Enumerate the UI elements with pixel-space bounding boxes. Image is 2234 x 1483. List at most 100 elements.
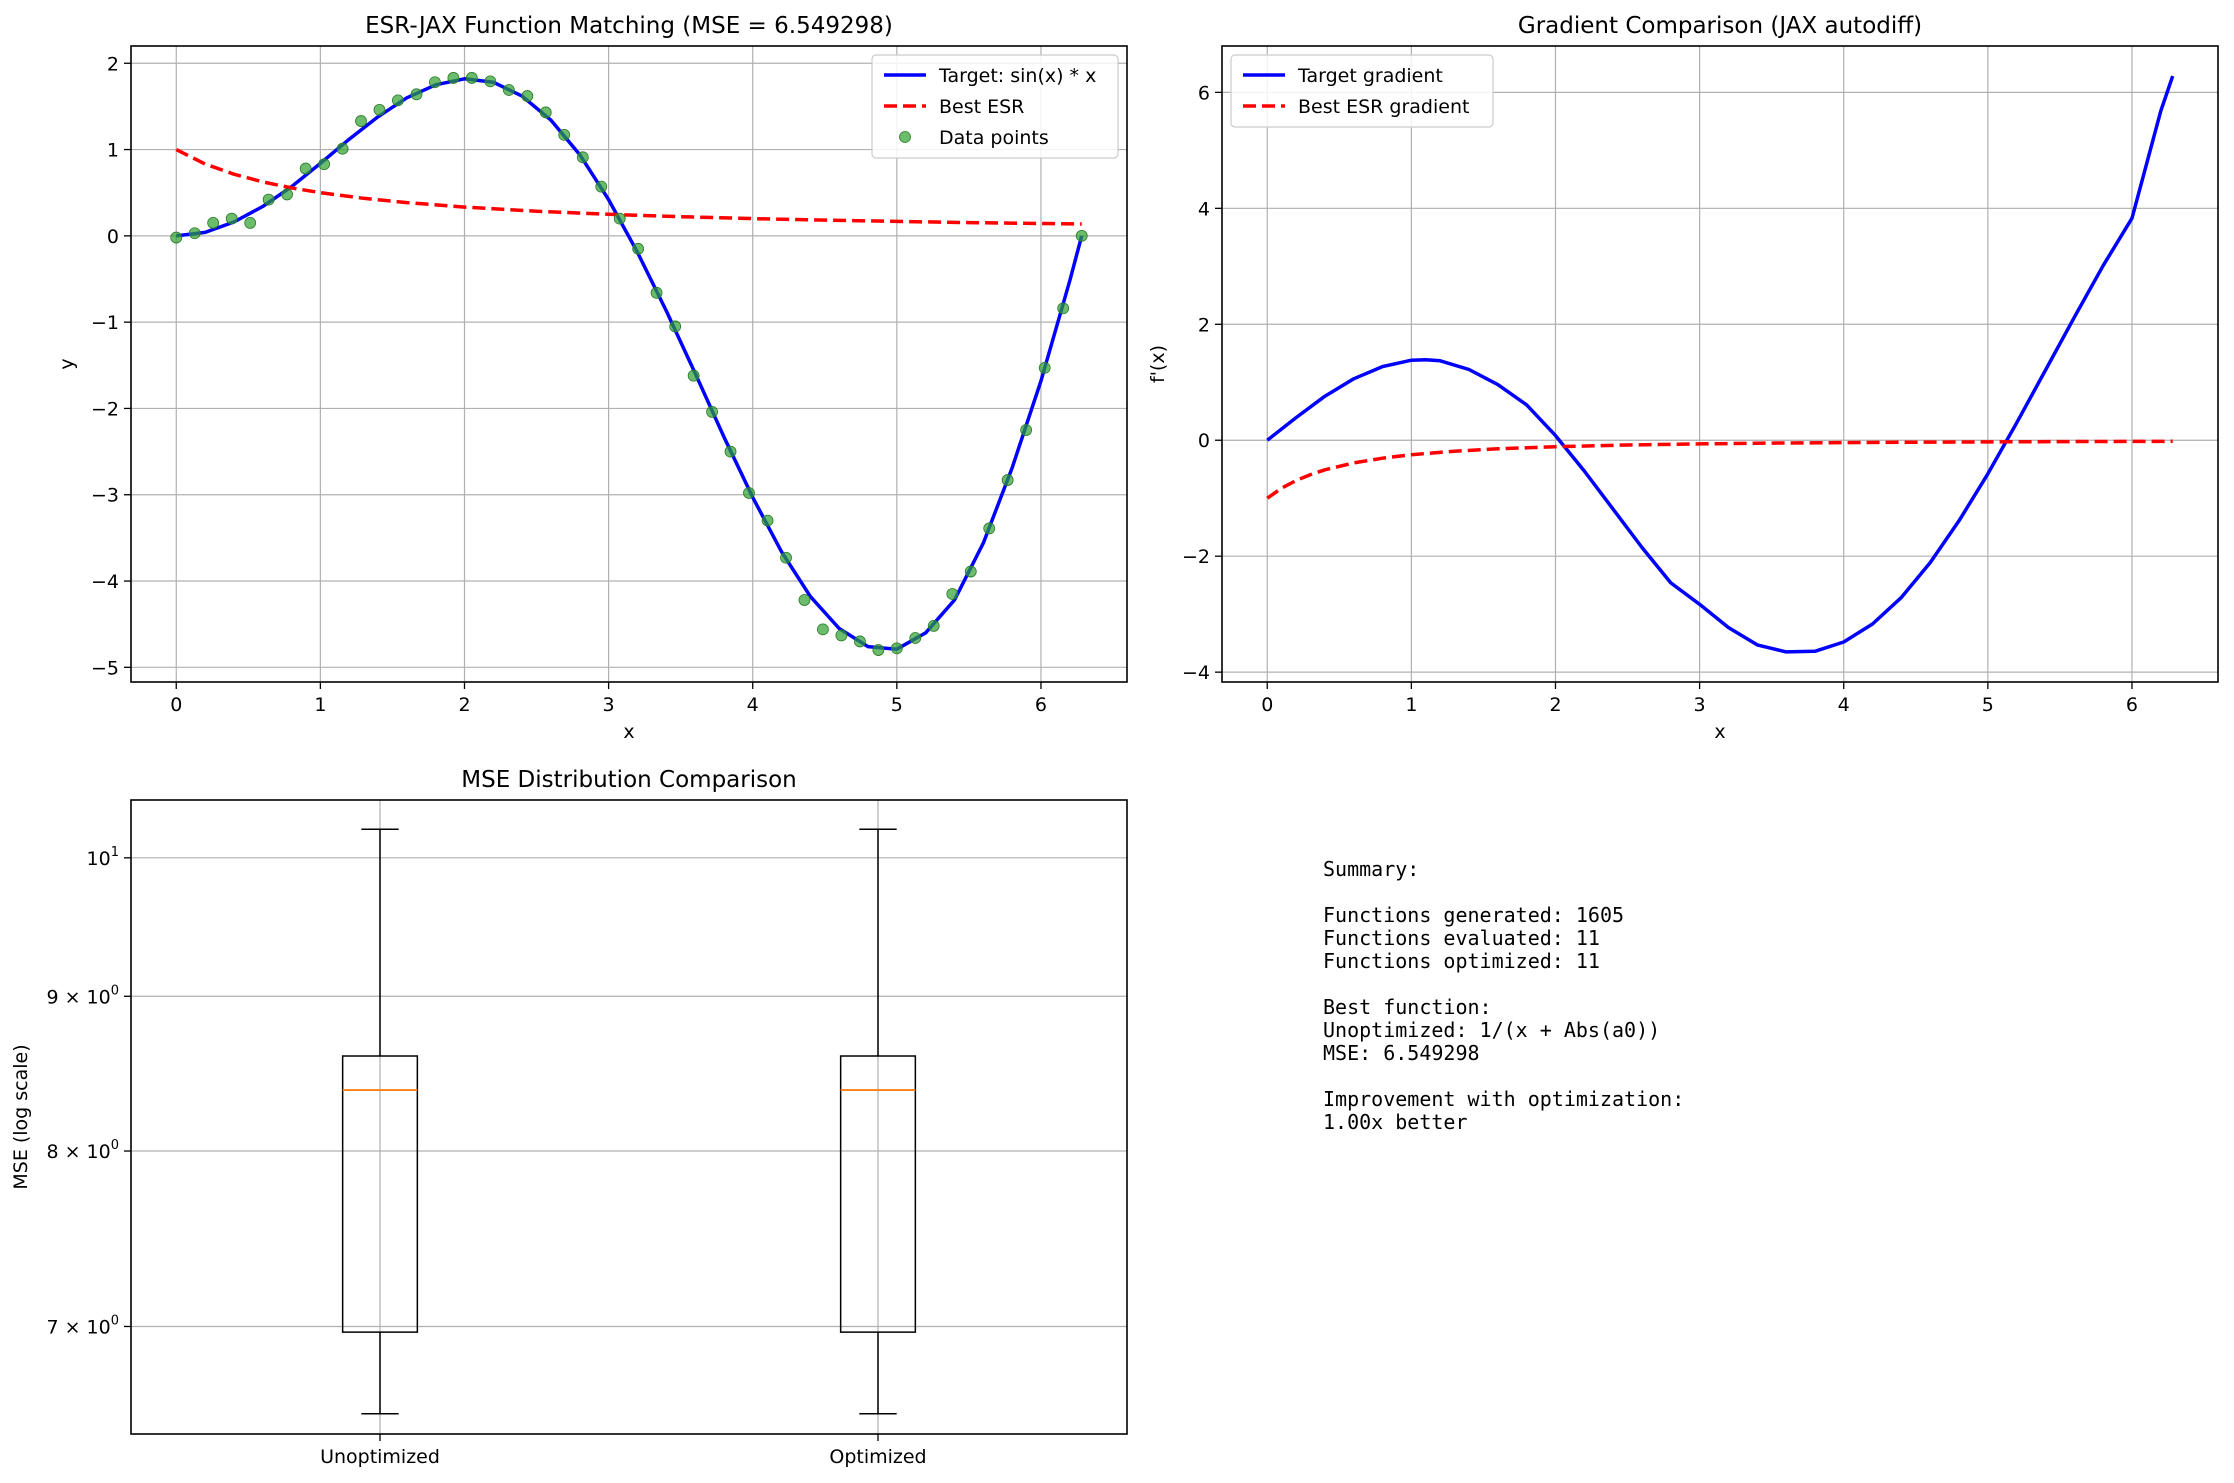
legend: Target: sin(x) * x Best ESR Data points [871,54,1119,159]
y-tick-label: −5 [91,657,119,679]
legend-swatch [899,131,911,143]
x-tick-label: 3 [1694,694,1706,716]
y-tick-label: −3 [91,485,119,507]
data-point [909,632,922,644]
box-iqr [839,1055,917,1333]
data-point [650,286,663,299]
y-tick-label: 0 [107,226,119,248]
legend-box [871,54,1119,159]
x-tick-label: 0 [170,694,182,716]
data-point [780,551,792,564]
box-optimized [839,828,917,1415]
y-axis-label: MSE (log scale) [10,1044,32,1189]
data-point [1020,424,1033,436]
data-point [743,487,755,499]
axes-frame [130,799,1128,1435]
data-point [946,588,959,600]
legend-label: Target gradient [1297,65,1443,87]
series-line [1266,75,2175,654]
data-point [927,620,940,632]
y-tick-label: 9 × 100 [46,983,119,1008]
legend-label: Best ESR gradient [1298,96,1469,118]
x-axis-label: x [1714,721,1725,743]
x-tick-label: Optimized [829,1446,926,1468]
series-line [175,148,1082,226]
data-point [576,151,589,164]
summary-line: Functions generated: 1605 [1323,903,1625,927]
summary-line: Functions optimized: 11 [1323,949,1600,973]
data-point [465,72,478,84]
x-axis-label: x [623,721,634,743]
y-tick-label: −4 [1182,662,1210,684]
y-tick-label: 0 [1198,430,1210,452]
series-line [1266,439,2173,500]
data-point [890,642,903,655]
data-point [207,217,220,229]
x-tick-label: 3 [603,694,615,716]
data-point [669,320,682,333]
data-point [1075,229,1088,242]
data-point [1057,302,1070,315]
x-tick-label: 6 [1035,694,1047,716]
y-tick-label: −1 [91,312,119,334]
chart-title: MSE Distribution Comparison [461,767,797,793]
data-point [687,369,700,382]
x-tick-label: 2 [458,694,470,716]
summary-line: Improvement with optimization: [1323,1087,1685,1111]
data-point [558,128,571,141]
summary-line: Unoptimized: 1/(x + Abs(a0)) [1323,1018,1661,1042]
data-point [336,142,349,155]
y-tick-label: 1 [107,140,119,162]
data-point [724,445,737,458]
data-point [706,405,718,418]
data-point [835,629,848,642]
data-point [170,231,183,244]
summary-line: 1.00x better [1323,1110,1468,1134]
data-point [521,90,534,102]
box-unoptimized [341,828,419,1415]
summary-line: MSE: 6.549298 [1323,1041,1480,1065]
summary-line: Functions evaluated: 11 [1323,926,1600,950]
y-axis-label: f'(x) [1147,345,1169,383]
x-tick-label: 1 [1405,694,1417,716]
data-point [392,94,404,107]
data-point [1038,361,1051,374]
summary-line [1323,973,1684,996]
data-point [355,115,367,127]
data-point [983,522,996,535]
x-tick-label: Unoptimized [320,1446,440,1468]
data-point [318,158,331,171]
summary-line [1323,1065,1684,1088]
data-point [225,212,238,225]
data-point [854,635,866,648]
y-tick-label: −4 [91,571,119,593]
series-line [176,77,1084,651]
chart-title: Gradient Comparison (JAX autodiff) [1518,13,1922,39]
legend-label: Data points [939,127,1049,149]
y-tick-label: 101 [87,845,119,870]
x-tick-label: 0 [1261,694,1273,716]
data-point [595,180,608,193]
x-tick-label: 5 [891,694,903,716]
y-tick-label: 2 [1198,314,1210,336]
data-point [1001,474,1014,486]
data-point [964,565,977,578]
data-point [410,88,423,101]
data-point [632,242,645,255]
data-point [373,103,386,116]
summary-line: Best function: [1323,995,1492,1019]
legend-box [1230,54,1494,128]
x-tick-label: 5 [1982,694,1994,716]
data-point [299,162,312,175]
data-point [262,193,275,206]
x-tick-label: 4 [1838,694,1850,716]
axes-frame [1221,45,2219,683]
axes-frame [130,45,1128,683]
function-matching-chart: 0 1 2 3 4 5 6 −5 −4 −3 −2 −1 0 1 2 ESR-JAX Function Mat… [56,13,1128,743]
y-tick-label: 8 × 100 [46,1138,119,1163]
x-tick-label: 4 [747,694,759,716]
legend: Target gradient Best ESR gradient [1230,54,1494,128]
y-tick-label: 2 [107,53,119,75]
legend-label: Best ESR [939,96,1024,118]
box-iqr [341,1055,419,1333]
